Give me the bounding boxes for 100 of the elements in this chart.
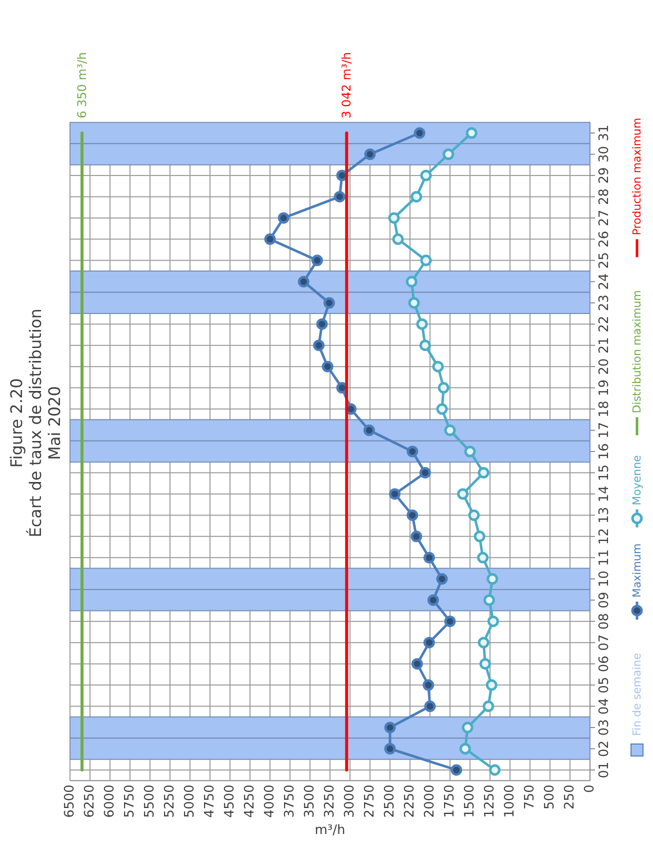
- x-tick-label: 2250: [402, 784, 418, 818]
- point: [450, 764, 462, 776]
- x-tick-label: 500: [542, 784, 558, 810]
- text: Distribution maximum: [630, 290, 644, 414]
- point: [468, 509, 480, 521]
- point: [436, 403, 448, 415]
- y-tick-label: 05: [597, 676, 612, 694]
- y-tick-label: 09: [597, 592, 612, 608]
- y-tick-label: 02: [597, 740, 612, 758]
- point: [432, 360, 444, 372]
- y-tick-label: 04: [597, 698, 612, 715]
- y-tick-label: 17: [597, 422, 612, 439]
- y-tick-label: 10: [597, 570, 612, 588]
- x-tick-label: 1000: [502, 784, 518, 818]
- x-tick-label: 1500: [462, 784, 478, 818]
- point: [423, 636, 435, 648]
- point: [459, 743, 471, 754]
- y-tick-label: 15: [597, 464, 612, 482]
- point: [334, 190, 346, 202]
- y-tick-label: 19: [597, 380, 612, 396]
- y-tick-label: 31: [597, 124, 612, 142]
- point: [419, 340, 431, 352]
- y-tick-label: 29: [597, 167, 612, 184]
- x-tick-label: 0: [582, 784, 598, 793]
- y-tick-label: 20: [597, 358, 612, 375]
- point: [486, 679, 498, 691]
- x-tick-label: 3000: [342, 784, 358, 818]
- y-tick-label: 12: [597, 528, 612, 545]
- point: [427, 594, 439, 606]
- point: [363, 424, 375, 436]
- point: [479, 658, 491, 670]
- point: [388, 212, 400, 224]
- x-tick-label: 4000: [262, 784, 278, 818]
- y-tick-label: 25: [597, 252, 612, 269]
- y-tick-label: 22: [597, 316, 612, 332]
- y-tick-label: 21: [597, 337, 612, 354]
- text: Fin de semaine: [630, 652, 644, 736]
- x-tick-label: 5500: [142, 784, 158, 818]
- point: [313, 340, 325, 352]
- y-tick-label: 08: [597, 613, 612, 630]
- x-tick-label: 250: [562, 784, 578, 810]
- y-tick-label: 27: [597, 210, 612, 226]
- point: [414, 127, 426, 139]
- y-tick-label: 06: [597, 656, 612, 672]
- point: [420, 254, 432, 266]
- y-tick-label: 18: [597, 400, 612, 418]
- point: [464, 446, 476, 458]
- point: [410, 530, 422, 542]
- x-tick-label: 750: [522, 784, 538, 810]
- x-tick-label: 2000: [422, 784, 438, 818]
- point: [384, 722, 396, 734]
- point: [442, 148, 454, 160]
- point: [422, 679, 434, 691]
- y-tick-label: 14: [597, 486, 612, 502]
- point: [411, 658, 423, 670]
- point: [438, 382, 450, 394]
- point: [420, 170, 432, 182]
- text: Maximum: [630, 543, 644, 598]
- point: [457, 488, 469, 500]
- point: [477, 552, 489, 564]
- point: [423, 552, 435, 564]
- point: [364, 148, 376, 160]
- x-tick-label: 4500: [222, 784, 238, 818]
- point: [298, 276, 310, 288]
- point: [424, 700, 436, 712]
- annotation: 3 042 m³/h: [340, 52, 354, 118]
- y-tick-label: 01: [597, 762, 612, 778]
- point: [389, 488, 401, 500]
- text: Production maximum: [630, 118, 644, 236]
- y-tick-label: 16: [597, 443, 612, 460]
- point: [278, 212, 290, 224]
- x-tick-label: 5250: [162, 784, 178, 818]
- point: [462, 722, 474, 734]
- x-tick-label: 5000: [182, 784, 198, 818]
- x-axis-title: m³/h: [314, 823, 346, 838]
- point: [264, 233, 276, 245]
- x-tick-label: 5750: [122, 784, 138, 818]
- point: [486, 573, 498, 585]
- x-tick-label: 4750: [202, 784, 218, 818]
- y-tick-label: 11: [597, 549, 612, 566]
- x-tick-label: 6500: [62, 784, 78, 818]
- point: [323, 297, 335, 309]
- point: [311, 254, 323, 266]
- x-tick-label: 4250: [242, 784, 258, 818]
- x-tick-label: 3750: [282, 784, 298, 818]
- point: [483, 594, 495, 606]
- point: [406, 276, 418, 288]
- y-tick-label: 03: [597, 719, 612, 736]
- point: [416, 318, 428, 330]
- text: Moyenne: [630, 454, 644, 506]
- point: [482, 700, 494, 712]
- point: [406, 446, 418, 458]
- annotation: 6 350 m³/h: [75, 52, 89, 118]
- x-tick-label: 1250: [482, 784, 498, 818]
- point: [410, 190, 422, 202]
- text: Figure 2.20 Écart de taux de distribution Mai 2020: [7, 308, 64, 538]
- point: [489, 764, 501, 776]
- point: [466, 127, 478, 139]
- point: [408, 297, 420, 309]
- point: [419, 466, 431, 478]
